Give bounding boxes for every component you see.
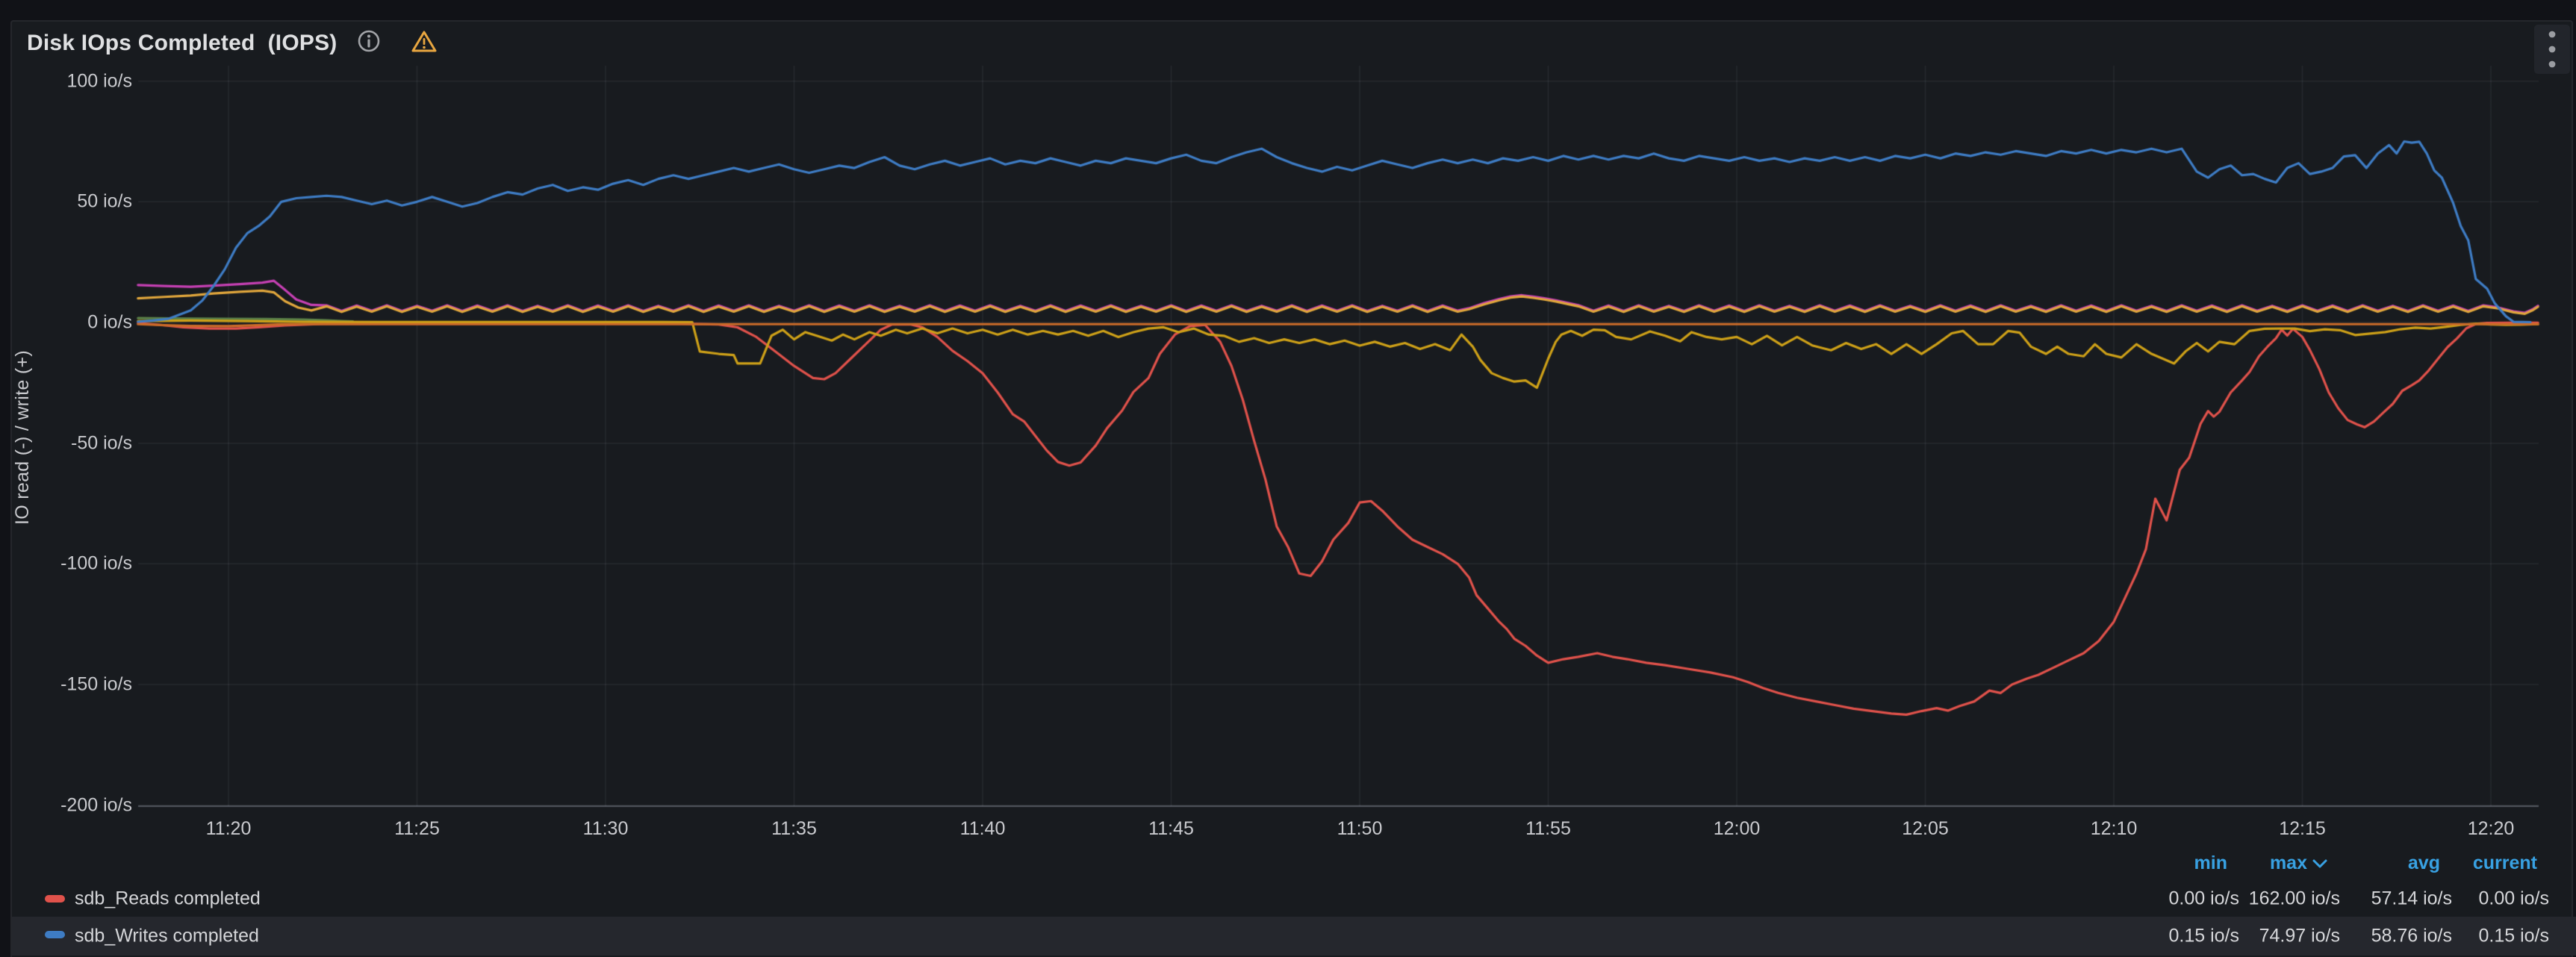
stat-avg: 58.76 io/s: [2371, 925, 2452, 947]
stat-max: 162.00 io/s: [2248, 888, 2340, 909]
y-tick-label: -100 io/s: [60, 552, 132, 574]
legend-row-sdb-writes[interactable]: sdb_Writes completed 0.15 io/s 74.97 io/…: [12, 917, 2576, 956]
x-tick-label: 11:25: [394, 818, 440, 839]
legend-table: min max avg current sdb_Reads completed …: [12, 847, 2576, 956]
series-color-swatch[interactable]: [45, 931, 65, 938]
x-tick-label: 12:20: [2467, 818, 2515, 839]
x-tick-label: 11:35: [771, 818, 817, 839]
y-tick-label: -150 io/s: [60, 673, 132, 695]
legend-header-max-sorted[interactable]: max: [2270, 852, 2328, 874]
legend-header-min[interactable]: min: [2194, 852, 2227, 873]
series-label[interactable]: sdb_Reads completed: [75, 888, 261, 909]
legend-row-sdb-reads[interactable]: sdb_Reads completed 0.00 io/s 162.00 io/…: [12, 881, 2576, 917]
stat-current: 0.15 io/s: [2478, 925, 2549, 947]
x-tick-label: 11:55: [1525, 818, 1571, 839]
x-tick-label: 12:05: [1902, 818, 1949, 839]
series-color-swatch[interactable]: [45, 895, 65, 903]
stat-avg: 57.14 io/s: [2371, 888, 2452, 909]
legend-header-avg[interactable]: avg: [2407, 852, 2440, 873]
stat-min: 0.00 io/s: [2168, 888, 2239, 909]
stat-min: 0.15 io/s: [2168, 925, 2239, 947]
series-label[interactable]: sdb_Writes completed: [75, 925, 259, 947]
x-tick-label: 11:30: [582, 818, 629, 839]
stat-current: 0.00 io/s: [2478, 888, 2549, 909]
stat-max: 74.97 io/s: [2259, 925, 2340, 947]
legend-header-current[interactable]: current: [2472, 852, 2537, 873]
x-tick-label: 12:15: [2279, 818, 2326, 839]
x-tick-label: 12:10: [2090, 818, 2138, 839]
timeseries-plot-canvas[interactable]: [0, 0, 2576, 844]
x-tick-label: 11:45: [1148, 818, 1194, 839]
x-tick-label: 11:50: [1337, 818, 1383, 839]
y-tick-label: -50 io/s: [71, 432, 132, 454]
y-axis-title: IO read (-) / write (+): [12, 349, 33, 526]
x-tick-label: 12:00: [1713, 818, 1761, 839]
y-tick-label: 50 io/s: [77, 190, 132, 212]
x-tick-label: 11:40: [959, 818, 1006, 839]
y-tick-label: 0 io/s: [87, 311, 132, 333]
x-tick-label: 11:20: [205, 818, 252, 839]
y-tick-label: -200 io/s: [60, 794, 132, 816]
y-tick-label: 100 io/s: [66, 70, 132, 92]
chevron-down-icon: [2312, 859, 2327, 867]
